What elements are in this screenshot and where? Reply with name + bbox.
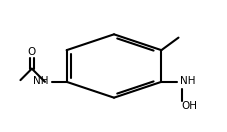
- Text: NH: NH: [33, 76, 48, 86]
- Text: NH: NH: [179, 76, 194, 86]
- Text: O: O: [28, 47, 36, 57]
- Text: OH: OH: [180, 101, 196, 111]
